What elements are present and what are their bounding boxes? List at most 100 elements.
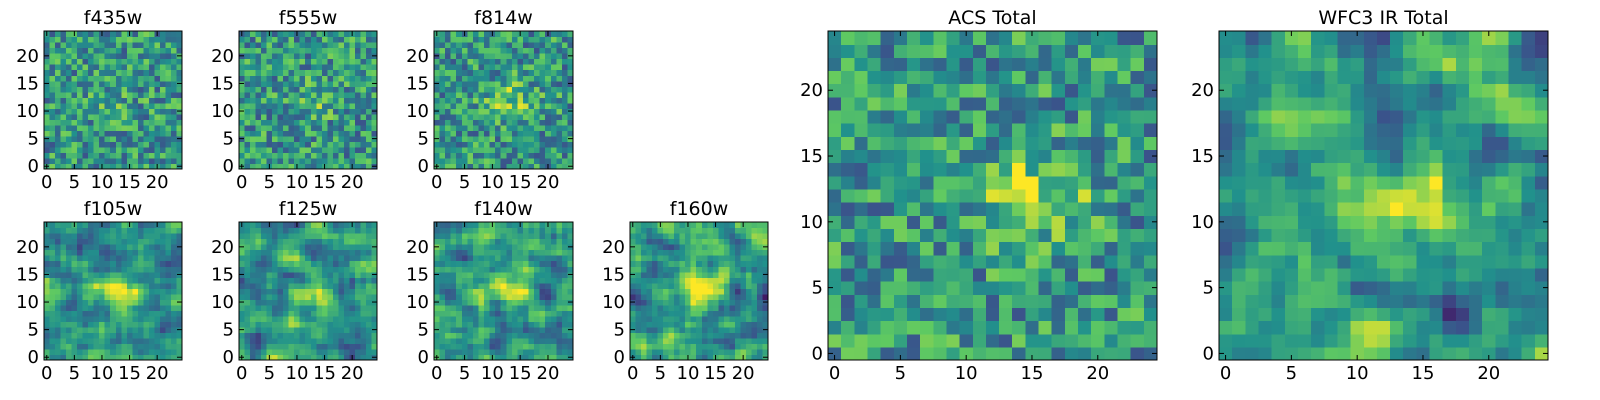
- heatmap-cell: [66, 332, 73, 339]
- heatmap-cell: [489, 337, 496, 345]
- heatmap-cell: [148, 222, 155, 229]
- heatmap-cell: [154, 146, 161, 154]
- heatmap-cell: [132, 271, 139, 278]
- heatmap-cell: [360, 69, 367, 76]
- heatmap-cell: [143, 113, 150, 120]
- heatmap-cell: [528, 146, 535, 154]
- heatmap-cell: [365, 271, 373, 278]
- heatmap-cell: [484, 288, 491, 295]
- heatmap-cell: [154, 102, 161, 109]
- heatmap-cell: [305, 97, 312, 104]
- heatmap-cell: [745, 260, 753, 267]
- heatmap-cell: [472, 146, 480, 154]
- heatmap-cell: [506, 238, 513, 245]
- heatmap-cell: [360, 152, 367, 159]
- heatmap-cell: [696, 244, 703, 251]
- heatmap-cell: [272, 152, 279, 159]
- heatmap-cell: [93, 80, 100, 87]
- heatmap-cell: [920, 346, 934, 361]
- heatmap-cell: [729, 227, 736, 234]
- heatmap-cell: [484, 152, 491, 159]
- heatmap-cell: [170, 64, 178, 71]
- heatmap-cell: [338, 58, 345, 65]
- heatmap-cell: [299, 332, 306, 339]
- heatmap-cell: [176, 124, 183, 131]
- heatmap-cell: [539, 86, 546, 93]
- heatmap-cell: [110, 58, 117, 65]
- heatmap-cell: [522, 299, 530, 306]
- heatmap-cell: [170, 332, 178, 339]
- heatmap-cell: [484, 343, 491, 350]
- heatmap-cell: [652, 304, 659, 311]
- heatmap-cell: [66, 58, 73, 65]
- heatmap-cell: [1051, 162, 1066, 177]
- heatmap-cell: [456, 304, 463, 311]
- heatmap-cell: [756, 343, 764, 350]
- heatmap-cell: [93, 326, 100, 333]
- heatmap-cell: [49, 108, 56, 115]
- heatmap-cell: [556, 75, 563, 82]
- heatmap-cell: [283, 332, 290, 339]
- heatmap-cell: [77, 124, 84, 131]
- heatmap-cell: [49, 315, 56, 322]
- heatmap-cell: [143, 119, 150, 126]
- heatmap-cell: [959, 241, 974, 256]
- heatmap-cell: [66, 36, 73, 43]
- heatmap-cell: [450, 119, 457, 126]
- heatmap-cell: [528, 222, 535, 229]
- heatmap-cell: [920, 281, 934, 295]
- heatmap-cell: [674, 304, 681, 311]
- heatmap-cell: [933, 254, 948, 269]
- heatmap-cell: [1117, 320, 1132, 335]
- heatmap-cell: [933, 307, 948, 322]
- heatmap-cell: [165, 91, 172, 98]
- heatmap-cell: [484, 321, 491, 328]
- heatmap-cell: [696, 315, 703, 322]
- heatmap-cell: [88, 146, 95, 154]
- heatmap-cell: [310, 86, 317, 93]
- heatmap-cell: [933, 294, 948, 308]
- heatmap-cell: [920, 149, 934, 164]
- heatmap-cell: [550, 326, 557, 333]
- heatmap-cell: [365, 75, 373, 82]
- heatmap-cell: [646, 255, 653, 262]
- heatmap-cell: [511, 227, 518, 234]
- heatmap-cell: [44, 47, 51, 54]
- heatmap-cell: [159, 233, 167, 240]
- heatmap-cell: [104, 227, 111, 234]
- y-tick-label: 15: [602, 264, 625, 285]
- heatmap-cell: [338, 36, 345, 43]
- heatmap-cell: [641, 222, 648, 229]
- heatmap-cell: [511, 222, 518, 229]
- heatmap-cell: [349, 152, 356, 159]
- heatmap-cell: [99, 86, 106, 93]
- heatmap-cell: [674, 326, 681, 333]
- heatmap-cell: [365, 321, 373, 328]
- heatmap-cell: [66, 42, 73, 49]
- heatmap-cell: [244, 293, 251, 300]
- heatmap-cell: [305, 108, 312, 115]
- heatmap-cell: [690, 260, 697, 267]
- heatmap-cell: [327, 321, 334, 328]
- heatmap-cell: [556, 337, 563, 345]
- heatmap-cell: [920, 228, 934, 243]
- heatmap-cell: [762, 260, 769, 267]
- heatmap-cell: [756, 227, 764, 234]
- heatmap-cell: [44, 337, 51, 345]
- heatmap-cell: [707, 293, 714, 300]
- heatmap-cell: [154, 282, 161, 289]
- heatmap-cell: [305, 293, 312, 300]
- heatmap-cell: [539, 64, 546, 71]
- heatmap-cell: [685, 260, 692, 267]
- heatmap-cell: [439, 141, 446, 148]
- heatmap-cell: [266, 130, 273, 137]
- heatmap-cell: [143, 222, 150, 229]
- heatmap-cell: [354, 304, 362, 311]
- heatmap-cell: [371, 321, 378, 328]
- heatmap-cell: [1064, 267, 1079, 282]
- heatmap-cell: [461, 326, 468, 333]
- heatmap-cell: [354, 86, 362, 93]
- heatmap-cell: [316, 348, 323, 356]
- heatmap-cell: [343, 42, 350, 49]
- heatmap-cell: [685, 326, 692, 333]
